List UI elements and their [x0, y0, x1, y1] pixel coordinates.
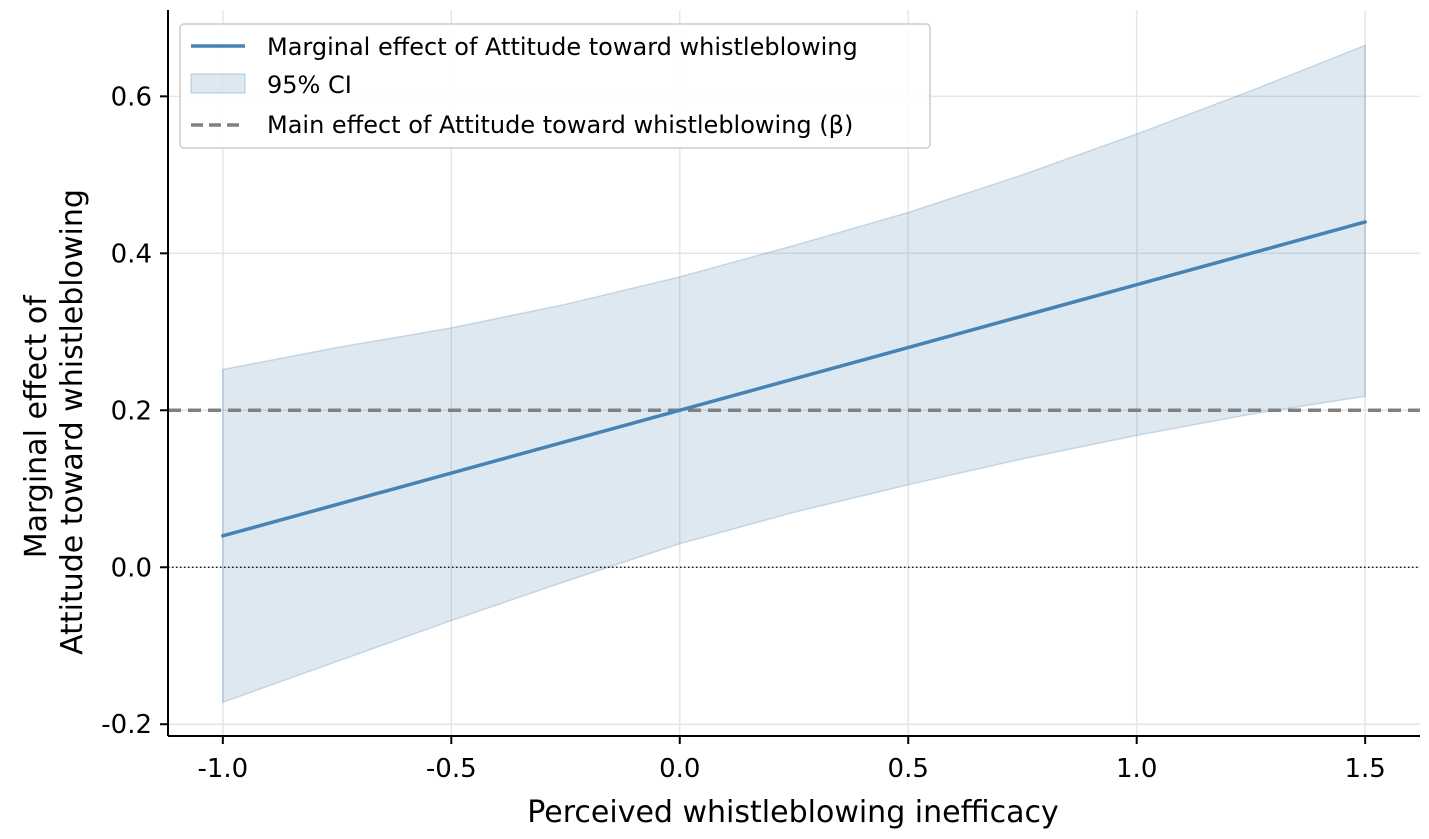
legend-label-main-effect: Main effect of Attitude toward whistlebl… [267, 111, 853, 139]
axes [167, 10, 1420, 737]
legend: Marginal effect of Attitude toward whist… [179, 23, 931, 149]
x-tick-label: 0.5 [888, 754, 929, 784]
legend-label-marginal-effect: Marginal effect of Attitude toward whist… [267, 33, 858, 61]
legend-frame [179, 23, 931, 149]
legend-band-swatch [190, 73, 246, 94]
y-axis-title-line-2: Attitude toward whistleblowing [55, 189, 90, 655]
y-axis-ticks: -0.2 0.0 0.2 0.4 0.6 [101, 82, 168, 740]
x-axis-ticks: -1.0 -0.5 0.0 0.5 1.0 1.5 [197, 736, 1386, 784]
ci-band-layer [222, 44, 1366, 704]
legend-label-ci: 95% CI [267, 71, 352, 99]
y-tick-label: 0.2 [111, 396, 152, 426]
y-tick-label: 0.6 [111, 82, 152, 112]
x-tick-label: -1.0 [197, 754, 248, 784]
x-axis-title: Perceived whistleblowing inefficacy [527, 795, 1058, 830]
marginal-effect-line [221, 220, 1367, 538]
y-tick-label: -0.2 [101, 710, 152, 740]
x-tick-label: 0.0 [659, 754, 700, 784]
x-tick-label: 1.5 [1344, 754, 1385, 784]
y-axis-title-line-1: Marginal effect of [19, 294, 54, 558]
y-tick-label: 0.0 [111, 553, 152, 583]
x-tick-label: -0.5 [426, 754, 477, 784]
x-tick-label: 1.0 [1116, 754, 1157, 784]
y-axis-title: Marginal effect of Attitude toward whist… [19, 189, 90, 655]
series-lines-layer [168, 220, 1420, 568]
ci-band [222, 44, 1366, 704]
y-tick-label: 0.4 [111, 239, 152, 269]
